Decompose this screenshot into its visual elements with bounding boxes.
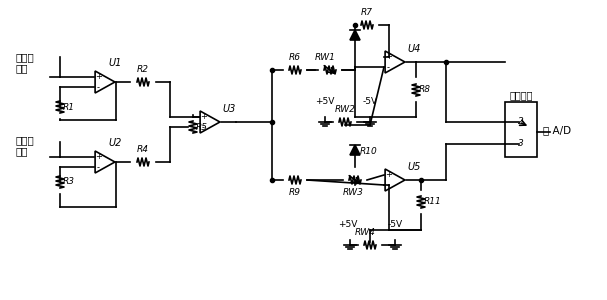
Text: -: -: [97, 83, 100, 92]
Text: 高电平: 高电平: [15, 52, 34, 62]
Bar: [505, 102, 537, 157]
Text: R5: R5: [196, 122, 208, 131]
Text: R8: R8: [419, 85, 431, 94]
Text: +: +: [95, 152, 101, 161]
Text: +: +: [200, 112, 206, 121]
Text: U1: U1: [108, 58, 121, 68]
Text: R7: R7: [361, 8, 373, 17]
Text: R1: R1: [63, 103, 75, 112]
Text: -5V: -5V: [387, 220, 402, 229]
Text: +5V: +5V: [315, 97, 334, 106]
Text: -: -: [387, 181, 390, 190]
Text: R9: R9: [289, 188, 301, 197]
Text: R3: R3: [63, 178, 75, 187]
Text: +: +: [385, 52, 392, 61]
Text: R10: R10: [360, 148, 378, 157]
Text: R6: R6: [289, 53, 301, 62]
Polygon shape: [350, 30, 360, 40]
Text: 输人: 输人: [15, 63, 27, 73]
Text: 送 A/D: 送 A/D: [543, 125, 571, 135]
Text: +: +: [95, 72, 101, 81]
Text: -5V: -5V: [362, 97, 378, 106]
Text: 多路开关: 多路开关: [509, 90, 533, 100]
Text: RW1: RW1: [314, 53, 336, 62]
Text: 低电平: 低电平: [15, 135, 34, 145]
Text: RW3: RW3: [342, 188, 364, 197]
Text: U5: U5: [407, 162, 421, 172]
Polygon shape: [350, 145, 360, 155]
Text: -: -: [202, 123, 205, 132]
Text: U2: U2: [108, 138, 121, 148]
Text: RW2: RW2: [334, 105, 356, 114]
Text: 2: 2: [518, 118, 524, 127]
Text: R4: R4: [137, 145, 149, 154]
Text: 3: 3: [518, 140, 524, 148]
Text: +: +: [385, 170, 392, 179]
Text: U3: U3: [222, 104, 236, 114]
Text: RW4: RW4: [355, 228, 376, 237]
Text: -: -: [387, 63, 390, 72]
Text: -: -: [97, 163, 100, 172]
Text: U4: U4: [407, 44, 421, 54]
Text: R11: R11: [424, 197, 442, 206]
Text: +5V: +5V: [338, 220, 358, 229]
Text: 输人: 输人: [15, 146, 27, 156]
Text: R2: R2: [137, 65, 149, 74]
